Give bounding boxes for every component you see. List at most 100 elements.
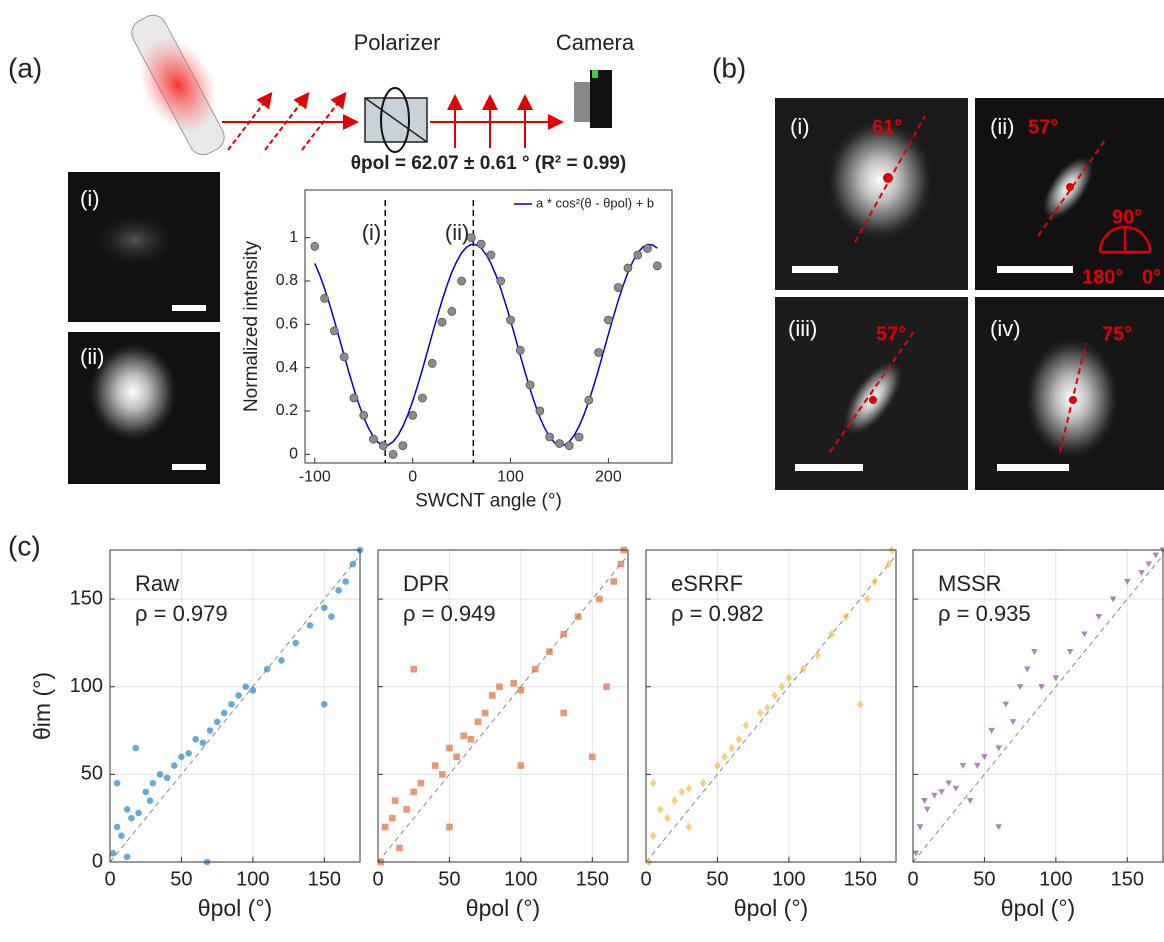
camera-icon xyxy=(574,70,612,128)
point xyxy=(871,577,878,586)
point xyxy=(349,560,357,568)
point xyxy=(506,315,515,325)
point xyxy=(714,761,721,770)
point xyxy=(699,778,707,788)
plot-area xyxy=(646,550,896,862)
point xyxy=(584,395,594,405)
point xyxy=(613,283,623,292)
plot-area xyxy=(913,550,1163,862)
point xyxy=(885,559,893,569)
point xyxy=(1145,561,1153,568)
point xyxy=(771,691,778,700)
light-path xyxy=(222,91,564,151)
point xyxy=(310,241,320,251)
point xyxy=(457,276,466,286)
point xyxy=(814,650,821,660)
point xyxy=(594,348,604,357)
point xyxy=(398,441,408,451)
point xyxy=(447,306,457,316)
axes-frame xyxy=(377,549,629,863)
point xyxy=(496,276,506,286)
point xyxy=(192,736,200,743)
point xyxy=(342,578,350,585)
point xyxy=(652,261,662,271)
point xyxy=(292,639,300,647)
annotation: ρ = 0.935 xyxy=(938,601,1031,626)
point xyxy=(486,250,496,260)
point xyxy=(525,380,535,390)
point xyxy=(864,594,871,604)
marker-label: (i) xyxy=(362,220,382,245)
point xyxy=(149,779,157,787)
x-tick-label: 100 xyxy=(1039,868,1072,890)
point xyxy=(410,788,418,796)
point xyxy=(170,762,178,769)
point xyxy=(510,679,518,687)
point xyxy=(403,806,410,813)
legend-label: a * cos²(θ - θpol) + b xyxy=(536,195,654,210)
point xyxy=(206,727,214,734)
axes-frame xyxy=(109,549,361,863)
point xyxy=(588,753,596,761)
point xyxy=(328,613,335,620)
point xyxy=(467,736,475,743)
point xyxy=(664,813,671,823)
x-tick-label: 100 xyxy=(504,868,537,890)
axes-frame xyxy=(912,549,1164,863)
point xyxy=(1023,666,1031,673)
point xyxy=(938,789,945,796)
x-tick-label: 0 xyxy=(372,868,383,890)
camera-label: Camera xyxy=(556,30,635,55)
point xyxy=(410,665,418,673)
point xyxy=(320,604,328,612)
image-label: (iii) xyxy=(788,316,817,341)
point xyxy=(973,762,981,769)
point xyxy=(1095,613,1103,620)
y-tick-label: 0.2 xyxy=(276,402,298,419)
x-tick-label: -100 xyxy=(299,469,331,486)
point xyxy=(1066,649,1074,655)
point xyxy=(113,823,121,831)
point xyxy=(488,692,496,699)
x-tick-label: 100 xyxy=(497,469,524,486)
point xyxy=(1031,649,1038,655)
point xyxy=(923,806,931,813)
y-tick-label: 150 xyxy=(70,587,103,609)
point xyxy=(535,406,545,416)
y-axis-label: Normalized intensity xyxy=(241,240,262,412)
point xyxy=(199,739,207,747)
point xyxy=(921,798,928,804)
x-tick-label: 150 xyxy=(1111,868,1144,890)
point xyxy=(242,683,250,691)
point xyxy=(1052,675,1060,682)
image-label: (iv) xyxy=(990,316,1021,341)
point xyxy=(220,709,228,717)
point xyxy=(560,709,568,717)
point xyxy=(142,788,150,796)
point xyxy=(555,439,564,448)
point xyxy=(574,432,584,442)
point xyxy=(113,779,121,787)
point xyxy=(306,622,314,629)
x-axis-label: θpol (°) xyxy=(734,895,808,921)
point xyxy=(1009,719,1017,726)
point xyxy=(263,665,271,673)
point xyxy=(446,744,453,752)
point xyxy=(1016,684,1024,691)
point xyxy=(1152,552,1160,559)
point xyxy=(966,798,974,804)
point xyxy=(545,432,555,442)
point xyxy=(446,823,453,831)
point xyxy=(132,744,140,752)
panel-label: (b) xyxy=(712,52,746,83)
point xyxy=(643,244,652,253)
point xyxy=(369,434,378,444)
point xyxy=(515,345,525,355)
x-tick-label: 150 xyxy=(576,868,609,890)
point xyxy=(952,785,960,792)
image-label: (i) xyxy=(80,186,100,211)
point xyxy=(931,792,938,799)
point xyxy=(417,779,425,787)
y-tick-label: 0.8 xyxy=(276,272,298,289)
x-axis-label: θpol (°) xyxy=(198,895,272,921)
